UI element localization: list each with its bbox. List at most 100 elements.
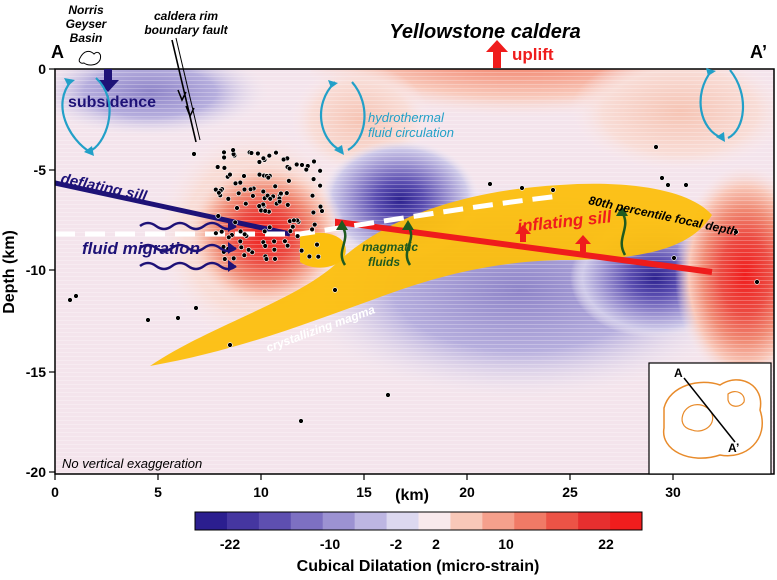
hydrothermal-label-2: fluid circulation bbox=[368, 125, 454, 140]
earthquake-point bbox=[241, 186, 248, 193]
earthquake-point bbox=[262, 228, 268, 235]
fault-label-2: boundary fault bbox=[144, 23, 228, 37]
earthquake-point bbox=[243, 201, 249, 207]
earthquake-point bbox=[221, 165, 228, 171]
earthquake-point bbox=[291, 217, 297, 224]
magmatic-fluids-label-1: magmatic bbox=[362, 240, 418, 254]
colorbar-tick-n2: -2 bbox=[390, 536, 403, 552]
earthquake-point bbox=[311, 158, 317, 165]
colorbar-swatch bbox=[226, 512, 260, 530]
earthquake-point bbox=[237, 238, 244, 245]
earthquake-point bbox=[303, 166, 309, 173]
colorbar-swatch bbox=[354, 512, 388, 530]
earthquake-point bbox=[216, 190, 222, 196]
y-tick-10: -10 bbox=[26, 262, 46, 278]
earthquake-point bbox=[256, 171, 263, 178]
colorbar-swatch bbox=[258, 512, 292, 530]
earthquake-point bbox=[309, 193, 316, 199]
earthquake-point bbox=[267, 224, 273, 231]
earthquake-point bbox=[175, 315, 181, 321]
earthquake-point bbox=[733, 229, 739, 235]
inset-label-a-prime: A’ bbox=[728, 441, 739, 455]
earthquake-point bbox=[265, 174, 271, 181]
colorbar-swatch bbox=[482, 512, 515, 530]
earthquake-point bbox=[286, 165, 293, 172]
earthquake-point bbox=[653, 144, 659, 150]
earthquake-point bbox=[271, 238, 277, 245]
earthquake-point bbox=[294, 233, 301, 239]
fault-line-2 bbox=[175, 37, 201, 141]
earthquake-point bbox=[241, 173, 247, 179]
earthquake-point bbox=[232, 219, 238, 226]
fluid-migration-arrows bbox=[139, 221, 237, 271]
norris-label-2: Geyser bbox=[66, 17, 108, 31]
earthquake-point bbox=[145, 317, 151, 323]
magma-neck bbox=[300, 232, 346, 268]
fault-arrow-icon bbox=[177, 89, 195, 118]
earthquake-point bbox=[310, 176, 317, 182]
earthquake-point bbox=[266, 153, 272, 159]
colorbar-swatch bbox=[418, 512, 451, 530]
earthquake-point bbox=[250, 193, 256, 199]
earthquake-point bbox=[227, 342, 233, 348]
x-tick-25: 25 bbox=[562, 484, 578, 500]
earthquake-point bbox=[256, 203, 262, 209]
earthquake-point bbox=[286, 178, 292, 184]
earthquake-point bbox=[280, 156, 287, 163]
earthquake-point bbox=[193, 305, 199, 311]
norris-outline-icon bbox=[78, 50, 101, 66]
earthquake-point bbox=[312, 221, 318, 228]
earthquake-point bbox=[659, 175, 665, 181]
earthquake-point bbox=[225, 196, 232, 202]
x-tick-30: 30 bbox=[665, 484, 681, 500]
earthquake-point bbox=[237, 228, 244, 235]
colorbar-swatch bbox=[514, 512, 547, 530]
earthquake-point bbox=[317, 203, 324, 210]
earthquake-point bbox=[234, 205, 240, 211]
colorbar-swatch bbox=[195, 512, 228, 530]
inflation-arrows bbox=[515, 225, 591, 252]
earthquake-point bbox=[306, 253, 313, 260]
earthquake-point bbox=[272, 256, 278, 262]
earthquake-point bbox=[282, 238, 288, 244]
hydrothermal-label-1: hydrothermal bbox=[368, 110, 445, 125]
earthquake-point bbox=[754, 279, 760, 285]
x-tick-10: 10 bbox=[253, 484, 269, 500]
earthquake-point bbox=[256, 159, 263, 165]
earthquake-point bbox=[247, 186, 254, 193]
earthquake-point bbox=[238, 244, 245, 251]
uplift-arrow-icon bbox=[486, 40, 508, 68]
earthquake-point bbox=[299, 162, 305, 168]
colorbar-swatch bbox=[610, 512, 643, 530]
earthquake-point bbox=[487, 181, 493, 187]
earthquake-point bbox=[245, 247, 252, 253]
magmatic-fluids-label-2: fluids bbox=[368, 255, 400, 269]
section-label-a: A bbox=[51, 42, 64, 62]
earthquake-point bbox=[267, 196, 273, 202]
earthquake-point bbox=[683, 182, 689, 188]
earthquake-point bbox=[260, 188, 266, 195]
subsidence-label: subsidence bbox=[68, 94, 156, 111]
colorbar-swatch bbox=[546, 512, 579, 530]
x-tick-0: 0 bbox=[51, 484, 59, 500]
colorbar-tick-n22: -22 bbox=[220, 536, 240, 552]
earthquake-point bbox=[262, 208, 268, 214]
earthquake-points bbox=[67, 144, 760, 424]
earthquake-point bbox=[298, 247, 305, 254]
earthquake-point bbox=[221, 154, 227, 161]
subsidence-arrow-icon bbox=[97, 69, 119, 92]
fault-label-1: caldera rim bbox=[154, 9, 218, 23]
earthquake-point bbox=[260, 155, 267, 162]
x-tick-15: 15 bbox=[356, 484, 372, 500]
y-tick-15: -15 bbox=[26, 364, 46, 380]
inset-label-a: A bbox=[674, 366, 683, 380]
colorbar-swatch bbox=[578, 512, 611, 530]
earthquake-point bbox=[315, 254, 321, 260]
deflating-sill-line bbox=[54, 180, 291, 237]
no-vertical-exaggeration-label: No vertical exaggeration bbox=[62, 456, 202, 471]
earthquake-point bbox=[298, 418, 304, 424]
norris-label-3: Basin bbox=[70, 31, 103, 45]
earthquake-point bbox=[319, 208, 325, 214]
earthquake-point bbox=[276, 198, 283, 205]
earthquake-point bbox=[273, 150, 279, 156]
